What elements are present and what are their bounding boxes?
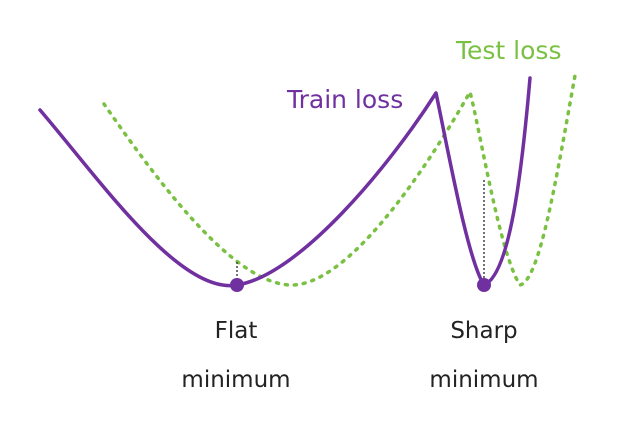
test-loss-curve [102,68,578,288]
train-loss-curve [38,76,532,288]
flat-minimum-marker [230,278,244,292]
sharp-minimum-label-line1: Sharp [450,318,517,344]
sharp-minimum-label-line2: minimum [429,367,538,393]
flat-minimum-label-line1: Flat [215,318,258,344]
test-loss-label: Test loss [455,36,561,65]
train-loss-label: Train loss [286,85,403,114]
flat-minimum-label-line2: minimum [181,367,290,393]
sharp-minimum-marker [477,278,491,292]
